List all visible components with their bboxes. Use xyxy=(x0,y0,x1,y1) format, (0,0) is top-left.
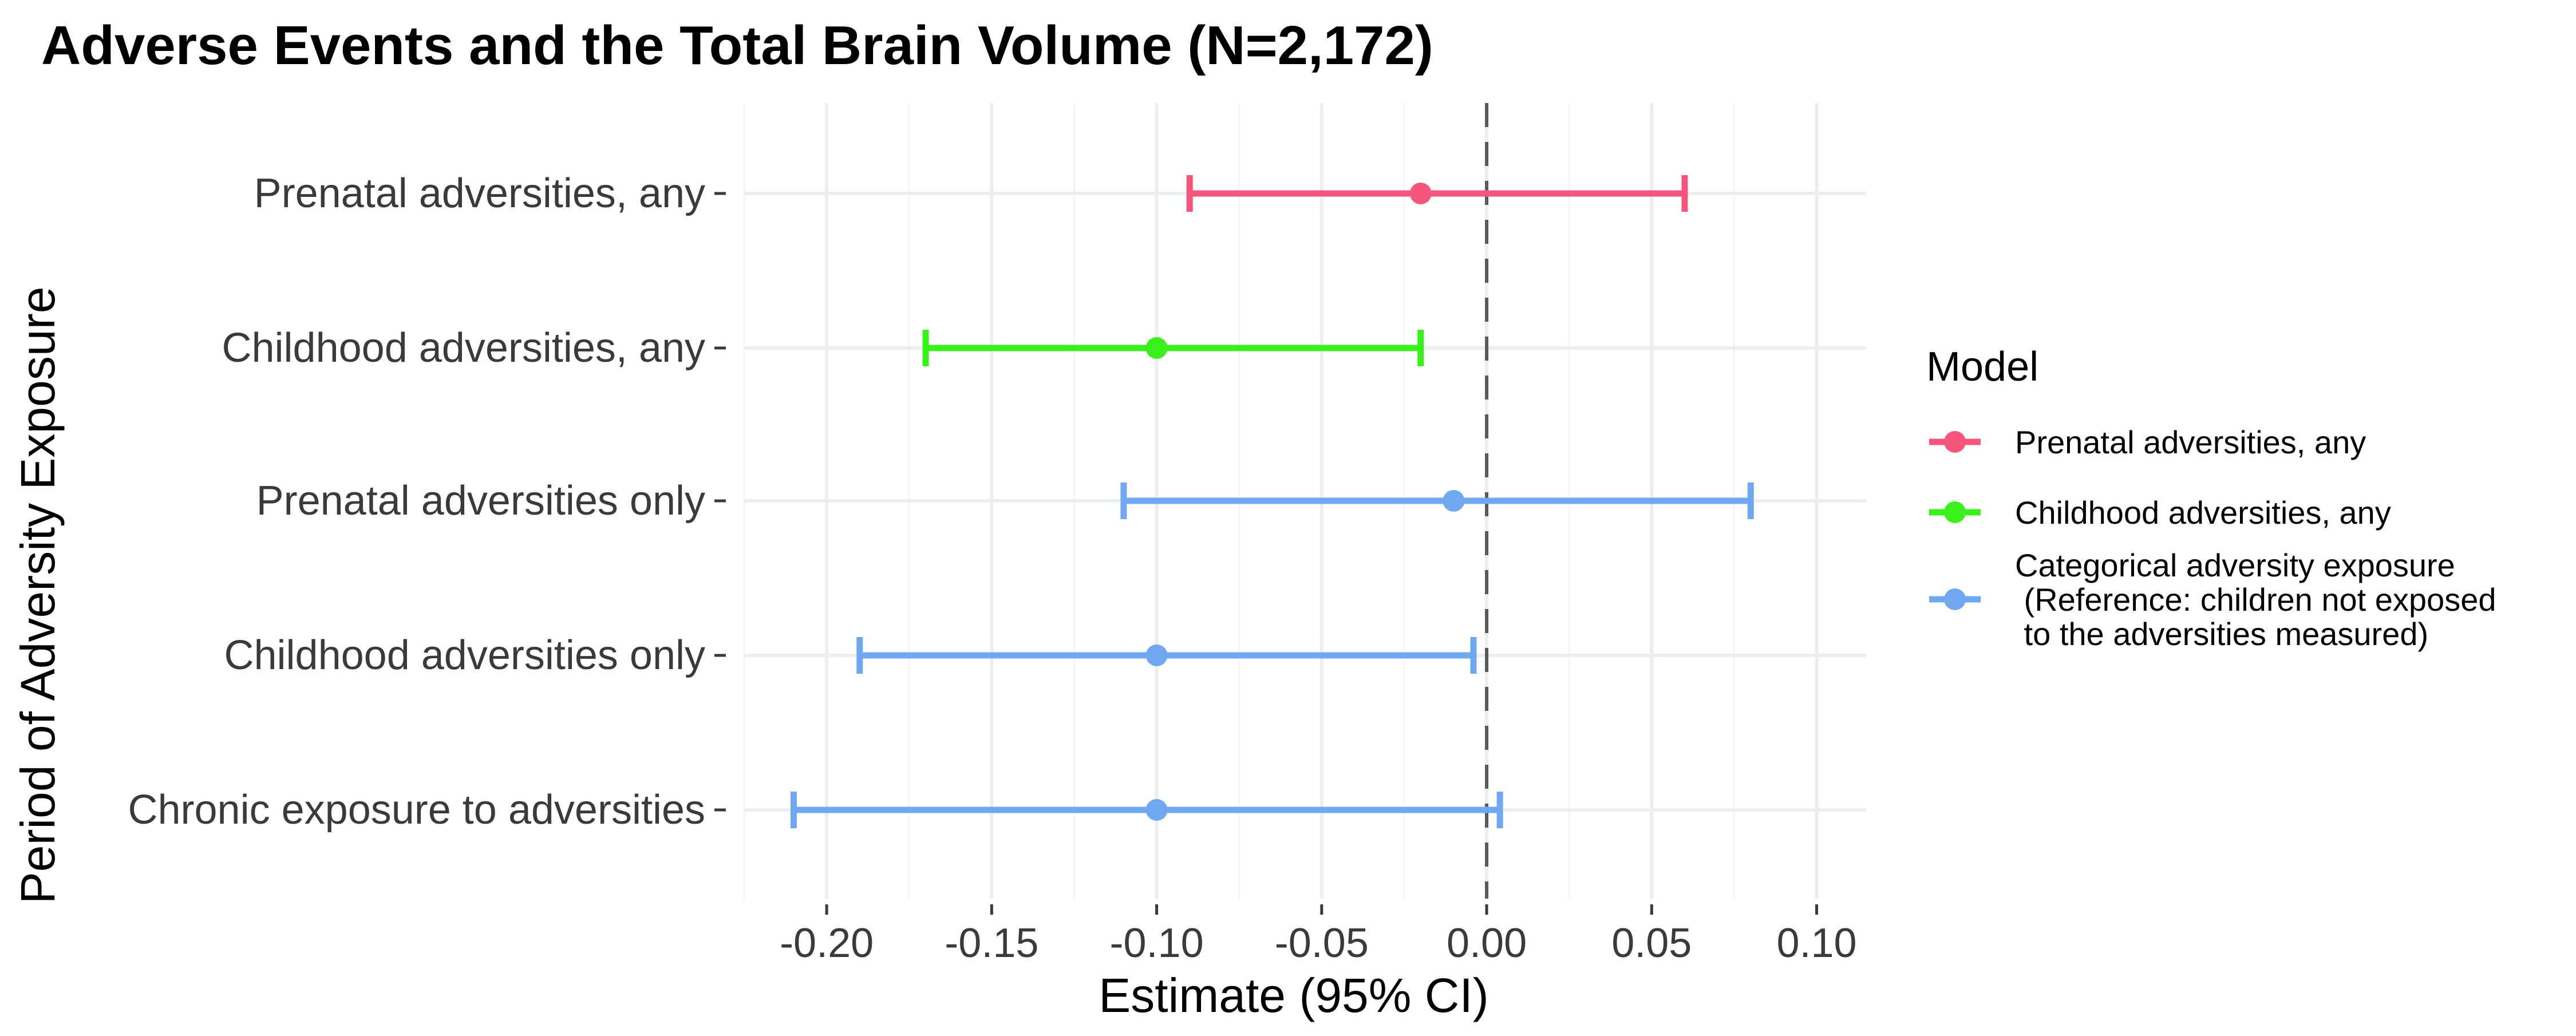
x-tick-label-5: 0.05 xyxy=(1611,920,1692,966)
legend-label-line: Childhood adversities, any xyxy=(2015,495,2391,531)
legend-label: Prenatal adversities, any xyxy=(2015,424,2366,460)
legend-label-line: Prenatal adversities, any xyxy=(2015,424,2366,460)
x-tick-label-1: -0.15 xyxy=(945,920,1038,966)
point-estimate xyxy=(1145,644,1168,666)
errorbar-prenatal-adversities-only xyxy=(1120,483,1754,519)
x-tick-label-0: -0.20 xyxy=(780,920,874,966)
x-tick-label-2: -0.10 xyxy=(1110,920,1204,966)
point-estimate xyxy=(1409,183,1432,204)
legend-title: Model xyxy=(1926,344,2038,390)
errorbar-childhood-adversities-only xyxy=(856,637,1477,674)
x-tick-label-3: -0.05 xyxy=(1275,920,1369,966)
y-tick-label-childhood-adversities-only: Childhood adversities only xyxy=(224,632,705,678)
errorbar-childhood-adversities-any xyxy=(922,330,1424,366)
legend-label: Childhood adversities, any xyxy=(2015,495,2391,531)
legend-entry-childhood-adversities-any: Childhood adversities, any xyxy=(1929,495,2391,531)
point-estimate xyxy=(1145,799,1168,821)
point-estimate xyxy=(1443,490,1465,512)
legend-key-point xyxy=(1944,431,1966,453)
legend-label: Categorical adversity exposure (Referenc… xyxy=(2015,547,2496,652)
point-estimate xyxy=(1145,337,1168,359)
y-axis-label: Period of Adversity Exposure xyxy=(11,287,65,904)
x-tick-label-4: 0.00 xyxy=(1447,920,1527,966)
estimate-marks xyxy=(790,175,1754,828)
x-tick-labels: -0.20 -0.15 -0.10 -0.05 0.00 0.05 0.10 xyxy=(780,904,1857,966)
y-tick-label-childhood-adversities-any: Childhood adversities, any xyxy=(222,325,706,371)
legend-entry-categorical-adversity-exposure-reference: Categorical adversity exposure (Referenc… xyxy=(1929,547,2496,652)
legend-label-line: to the adversities measured) xyxy=(2015,616,2428,652)
legend-key-point xyxy=(1944,501,1966,523)
x-tick-label-6: 0.10 xyxy=(1776,920,1856,966)
errorbar-prenatal-adversities-any xyxy=(1186,175,1688,212)
y-tick-label-chronic-exposure-to-adversities: Chronic exposure to adversities xyxy=(128,787,706,833)
legend-key-point xyxy=(1944,588,1966,610)
chart-title: Adverse Events and the Total Brain Volum… xyxy=(41,15,1433,76)
y-tick-labels: Prenatal adversities, any Childhood adver… xyxy=(128,171,726,833)
legend-entry-prenatal-adversities-any: Prenatal adversities, any xyxy=(1929,424,2366,460)
legend-label-line: Categorical adversity exposure xyxy=(2015,547,2455,583)
y-tick-label-prenatal-adversities-any: Prenatal adversities, any xyxy=(254,171,705,216)
legend-entries: Prenatal adversities, any Childhood adver… xyxy=(1929,424,2496,652)
legend-label-line: (Reference: children not exposed xyxy=(2015,582,2496,618)
x-axis-label: Estimate (95% CI) xyxy=(1099,968,1489,1022)
errorbar-chronic-exposure-to-adversities xyxy=(790,792,1503,828)
y-tick-label-prenatal-adversities-only: Prenatal adversities only xyxy=(256,478,705,524)
legend: Model Prenatal adversities, any Childhood… xyxy=(1926,344,2496,652)
